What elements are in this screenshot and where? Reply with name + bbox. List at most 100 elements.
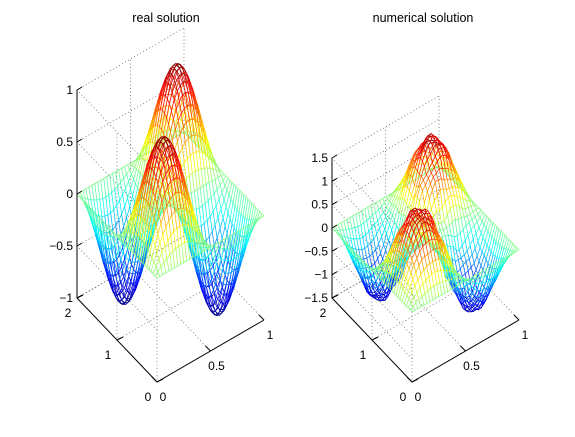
y-tick-label: 2 [65,306,72,320]
mesh-segment [417,197,419,202]
mesh-segment [378,259,380,266]
mesh-segment [125,198,128,206]
mesh-segment [407,204,409,206]
mesh-segment [158,271,160,276]
mesh-segment [168,236,171,241]
mesh-segment [198,169,201,170]
mesh-segment [109,192,112,195]
mesh-segment [115,186,118,189]
mesh-segment [219,193,222,200]
mesh-segment [385,199,388,203]
mesh-segment [430,177,433,184]
mesh-segment [377,234,379,244]
mesh-segment [213,284,215,290]
mesh-segment [182,243,185,244]
mesh-segment [360,237,363,238]
mesh-segment [136,184,138,188]
mesh-segment [99,216,102,217]
mesh-segment [221,259,224,261]
mesh-segment [172,165,175,166]
mesh-segment [433,260,436,262]
mesh-segment [415,309,418,311]
mesh-segment [374,234,377,239]
mesh-segment [187,106,189,121]
mesh-segment [389,230,392,241]
mesh-segment [417,171,419,174]
mesh-segment [108,213,111,215]
mesh-segment [166,271,169,273]
mesh-segment [132,175,134,180]
mesh-segment [364,258,367,259]
mesh-segment [356,213,359,215]
mesh-segment [119,168,122,170]
mesh-segment [172,211,175,215]
mesh-segment [411,298,414,303]
mesh-segment [214,189,217,193]
mesh-segment [428,254,430,263]
mesh-segment [208,201,210,217]
mesh-segment [211,197,213,211]
mesh-segment [426,164,428,169]
mesh-segment [335,226,337,230]
mesh-segment [225,213,228,226]
mesh-segment [424,303,427,305]
mesh-segment [389,204,392,211]
mesh-segment [416,265,419,272]
mesh-segment [182,142,185,147]
mesh-segment [169,221,171,236]
mesh-segment [352,228,354,238]
mesh-segment [244,195,246,197]
mesh-segment [172,268,175,270]
mesh-segment [422,260,424,270]
mesh-segment [122,166,125,168]
mesh-segment [154,160,157,172]
mesh-segment [428,288,431,291]
x-tick [152,377,157,382]
mesh-segment [376,250,378,259]
mesh-segment [398,285,401,297]
mesh-segment [436,173,438,180]
mesh-segment [416,272,418,280]
mesh-segment [447,179,449,188]
mesh-segment [185,243,187,261]
mesh-segment [359,213,361,225]
mesh-segment [122,214,124,227]
mesh-segment [183,82,185,93]
mesh-segment [167,99,169,104]
mesh-segment [147,253,150,268]
mesh-segment [201,224,204,226]
mesh-segment [338,223,341,225]
mesh-segment [164,259,167,263]
mesh-segment [178,264,181,266]
mesh-segment [105,215,108,216]
mesh-segment [404,304,406,306]
mesh-segment [163,227,166,235]
mesh-segment [101,180,103,198]
mesh-segment [433,177,435,182]
mesh-segment [375,221,378,225]
mesh-segment [410,279,413,287]
mesh-segment [438,223,441,225]
mesh-segment [429,190,432,200]
mesh-segment [204,221,207,224]
mesh-segment [135,167,137,169]
mesh-segment [439,208,442,211]
mesh-segment [103,197,106,198]
mesh-segment [119,214,122,220]
mesh-segment [157,276,160,278]
mesh-segment [423,284,425,294]
mesh-segment [404,274,406,278]
mesh-segment [165,96,167,99]
mesh-segment [440,189,443,190]
mesh-segment [158,223,161,234]
mesh-segment [182,244,184,262]
mesh-segment [423,180,425,185]
mesh-segment [160,243,162,253]
mesh-segment [154,252,157,262]
mesh-segment [213,206,216,212]
mesh-segment [113,172,116,174]
mesh-segment [383,199,385,203]
mesh-segment [388,220,390,225]
mesh-segment [232,224,234,228]
